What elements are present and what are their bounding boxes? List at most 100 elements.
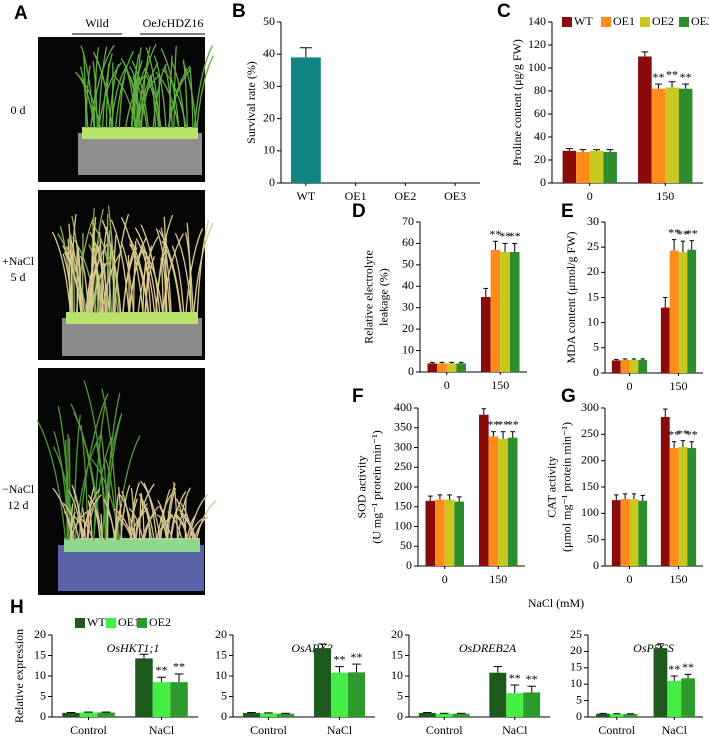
- leaf: [167, 510, 183, 541]
- error-bar: [640, 358, 645, 360]
- leaf: [110, 67, 127, 129]
- x-tick-label: OE3: [444, 189, 466, 203]
- significance: **: [499, 229, 511, 243]
- bar: [435, 499, 445, 566]
- tray: [58, 545, 204, 591]
- y-tick-label: 250: [394, 459, 412, 473]
- y-tick-label: 50: [400, 538, 412, 552]
- leaf: [186, 514, 197, 541]
- bar: [444, 499, 455, 566]
- leaf: [196, 55, 214, 129]
- leaf: [173, 45, 177, 129]
- y-axis-title: leakage (%): [376, 268, 390, 326]
- leaf: [52, 446, 76, 541]
- leaf: [188, 518, 203, 541]
- y-tick-label: 40: [263, 46, 275, 60]
- y-tick-label: 30: [263, 78, 275, 92]
- x-tick-label: NaCl: [149, 723, 175, 737]
- panel-letter: F: [352, 386, 364, 407]
- leaf: [182, 59, 189, 129]
- significance: **: [668, 225, 680, 239]
- x-axis-title: NaCl (mM): [528, 596, 584, 610]
- leaf: [179, 512, 196, 541]
- bar: [678, 446, 688, 566]
- significance: **: [509, 229, 521, 243]
- leaf: [177, 487, 191, 541]
- leaf: [69, 236, 83, 314]
- y-axis-title: MDA content (μmol/g FW): [564, 231, 578, 363]
- leaf: [89, 216, 97, 314]
- bar: [678, 88, 693, 183]
- x-tick-label: 0: [627, 572, 633, 586]
- bar: [651, 88, 666, 183]
- leaf: [98, 232, 104, 314]
- significance: **: [334, 652, 346, 666]
- error-bar: [622, 493, 628, 500]
- error-bar: [682, 83, 690, 89]
- panel-letter: A: [14, 3, 28, 24]
- error-bar: [512, 242, 518, 252]
- leaf: [101, 220, 122, 314]
- error-bar: [449, 361, 454, 364]
- leaf: [137, 236, 159, 314]
- error-bar: [689, 441, 694, 449]
- y-tick-label: 70: [402, 214, 414, 228]
- bar: [498, 438, 508, 566]
- y-tick-label: 0: [540, 175, 546, 189]
- photo-row-label: 12 d: [8, 498, 29, 512]
- y-tick-label: 40: [534, 129, 546, 143]
- y-tick-label: 0: [40, 709, 46, 723]
- leaf: [103, 262, 107, 314]
- bar: [665, 87, 679, 183]
- leaf: [160, 227, 172, 314]
- leaf: [141, 512, 157, 541]
- leaf: [62, 502, 80, 541]
- leaf: [112, 235, 117, 314]
- significance: **: [487, 417, 499, 431]
- y-tick-label: 5: [593, 340, 599, 354]
- bar: [667, 680, 682, 717]
- leaf: [132, 75, 141, 129]
- leaf: [193, 45, 214, 129]
- error-bar: [657, 643, 664, 649]
- leaf: [135, 238, 156, 314]
- error-bar: [318, 643, 327, 649]
- significance: **: [497, 417, 509, 431]
- panel-letter: D: [352, 201, 366, 222]
- error-bar: [663, 408, 668, 417]
- x-tick-label: 150: [489, 572, 507, 586]
- bar: [170, 682, 188, 717]
- bar: [478, 414, 489, 566]
- bar: [418, 712, 436, 717]
- error-bar: [157, 676, 166, 683]
- bar: [562, 150, 577, 183]
- leaf: [101, 250, 123, 314]
- y-tick-label: 30: [587, 214, 599, 228]
- photo-row-label: 5 d: [11, 270, 26, 284]
- leaf: [195, 500, 217, 541]
- error-bar: [671, 441, 677, 449]
- leaf: [71, 484, 84, 541]
- y-axis-title: CAT activity: [544, 456, 558, 517]
- x-tick-label: 150: [491, 378, 509, 392]
- bar: [681, 678, 695, 717]
- error-bar: [481, 408, 487, 415]
- y-tick-label: 400: [394, 400, 412, 414]
- error-bar: [335, 666, 344, 673]
- leaf: [160, 257, 164, 314]
- significance: **: [489, 227, 501, 241]
- leaf: [167, 487, 177, 541]
- y-tick-label: 25: [570, 627, 582, 641]
- error-bar: [491, 431, 496, 437]
- y-tick-label: 10: [34, 668, 46, 682]
- y-tick-label: 15: [570, 660, 582, 674]
- error-bar: [614, 494, 619, 501]
- bar: [506, 693, 524, 717]
- bar: [313, 648, 331, 717]
- y-tick-label: 80: [534, 83, 546, 97]
- y-axis-title: SOD activity: [354, 456, 368, 519]
- leaf: [93, 77, 97, 129]
- bar: [678, 252, 688, 373]
- x-tick-label: 150: [670, 379, 688, 393]
- y-tick-label: 50: [263, 14, 275, 28]
